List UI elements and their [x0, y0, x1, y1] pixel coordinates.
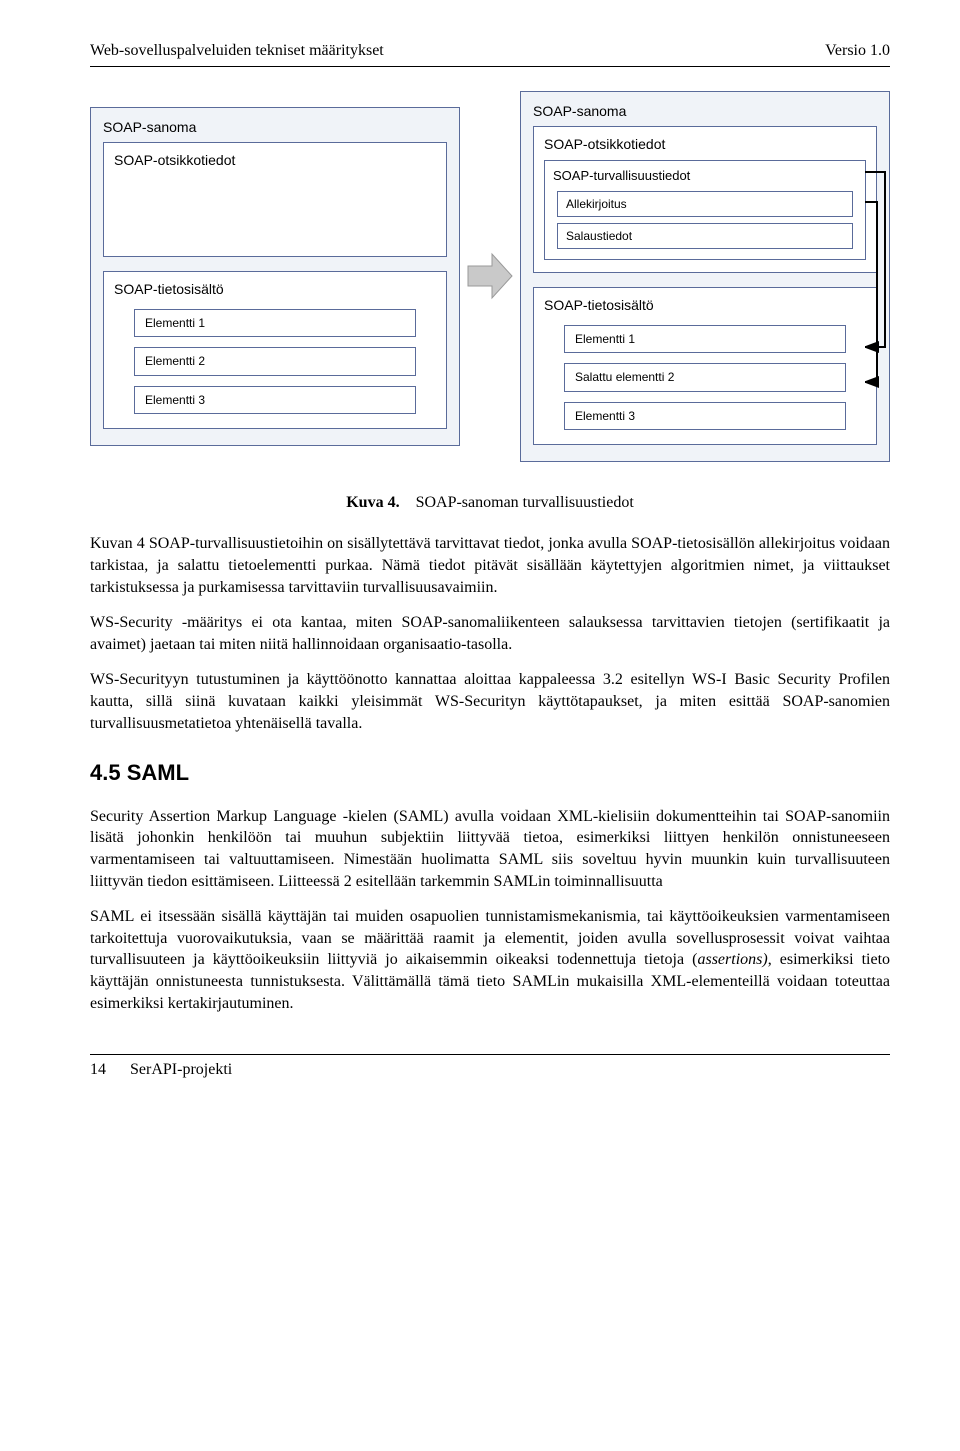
soap-right-body: SOAP-tietosisältö Elementti 1 Salattu el… [533, 287, 877, 444]
diagram-element: Elementti 3 [134, 386, 416, 414]
encryption-box: Salaustiedot [557, 223, 853, 249]
diagram-element: Elementti 3 [564, 402, 846, 430]
diagram-element: Elementti 2 [134, 347, 416, 375]
soap-left-headers: SOAP-otsikkotiedot [103, 142, 447, 257]
body-paragraph: WS-Securityyn tutustuminen ja käyttöönot… [90, 669, 890, 734]
diagram-element: Elementti 1 [564, 325, 846, 353]
section-heading: 4.5 SAML [90, 758, 890, 788]
soap-right-headers: SOAP-otsikkotiedot SOAP-turvallisuustied… [533, 126, 877, 273]
soap-diagram: SOAP-sanoma SOAP-otsikkotiedot SOAP-tiet… [90, 91, 890, 462]
soap-right-headers-title: SOAP-otsikkotiedot [544, 135, 866, 154]
diagram-element: Elementti 1 [134, 309, 416, 337]
soap-left-panel: SOAP-sanoma SOAP-otsikkotiedot SOAP-tiet… [90, 107, 460, 446]
soap-security-title: SOAP-turvallisuustiedot [553, 167, 857, 185]
caption-text: SOAP-sanoman turvallisuustiedot [416, 494, 634, 511]
soap-left-body: SOAP-tietosisältö Elementti 1 Elementti … [103, 271, 447, 428]
soap-left-body-title: SOAP-tietosisältö [114, 280, 436, 299]
body-paragraph: Kuvan 4 SOAP-turvallisuustietoihin on si… [90, 533, 890, 598]
body-paragraph: SAML ei itsessään sisällä käyttäjän tai … [90, 906, 890, 1014]
footer-project: SerAPI-projekti [130, 1059, 232, 1081]
soap-right-body-title: SOAP-tietosisältö [544, 296, 866, 315]
header-version: Versio 1.0 [825, 40, 890, 62]
arrow-right-icon [466, 246, 514, 306]
soap-right-panel: SOAP-sanoma SOAP-otsikkotiedot SOAP-turv… [520, 91, 890, 462]
page-number: 14 [90, 1059, 130, 1081]
transform-arrow [466, 246, 514, 306]
header-title: Web-sovelluspalveluiden tekniset määrity… [90, 40, 384, 62]
soap-left-headers-title: SOAP-otsikkotiedot [114, 151, 436, 170]
soap-left-title: SOAP-sanoma [103, 118, 447, 137]
page-header: Web-sovelluspalveluiden tekniset määrity… [90, 40, 890, 67]
body-paragraph: Security Assertion Markup Language -kiel… [90, 806, 890, 892]
figure-caption: Kuva 4. SOAP-sanoman turvallisuustiedot [90, 492, 890, 514]
caption-label: Kuva 4. [346, 494, 399, 511]
soap-right-title: SOAP-sanoma [533, 102, 877, 121]
soap-security-box: SOAP-turvallisuustiedot Allekirjoitus Sa… [544, 160, 866, 260]
body-paragraph: WS-Security -määritys ei ota kantaa, mit… [90, 612, 890, 655]
diagram-element-encrypted: Salattu elementti 2 [564, 363, 846, 391]
page-footer: 14 SerAPI-projekti [90, 1054, 890, 1081]
signature-box: Allekirjoitus [557, 191, 853, 217]
